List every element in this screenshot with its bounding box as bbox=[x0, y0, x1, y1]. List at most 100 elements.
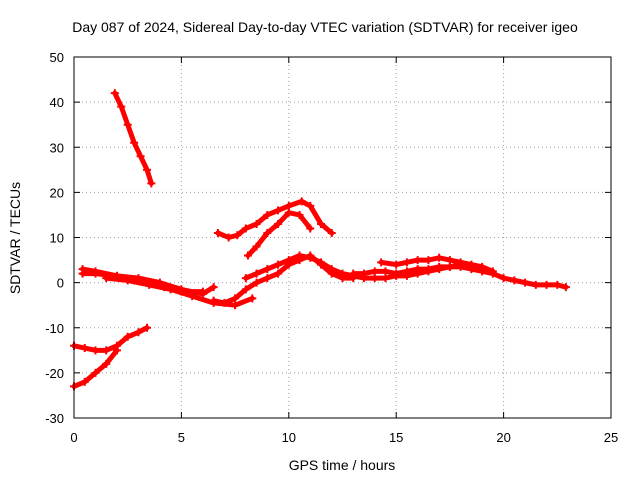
data-point bbox=[413, 256, 422, 265]
y-tick-label: 20 bbox=[50, 185, 64, 200]
series-arc-1 bbox=[110, 89, 156, 188]
data-point bbox=[252, 278, 261, 287]
y-tick-label: -30 bbox=[45, 411, 64, 426]
data-point bbox=[531, 280, 540, 289]
data-point bbox=[112, 346, 121, 355]
data-point bbox=[243, 251, 252, 260]
data-point bbox=[80, 377, 89, 386]
y-tick-label: 30 bbox=[50, 140, 64, 155]
data-point bbox=[456, 260, 465, 269]
data-point bbox=[78, 265, 87, 274]
data-point bbox=[110, 89, 119, 98]
data-point bbox=[91, 368, 100, 377]
data-point bbox=[370, 274, 379, 283]
data-point bbox=[136, 152, 145, 161]
data-point bbox=[80, 344, 89, 353]
y-tick-label: -20 bbox=[45, 366, 64, 381]
data-point bbox=[117, 102, 126, 111]
data-point bbox=[220, 298, 229, 307]
data-point bbox=[377, 258, 386, 267]
y-tick-label: -10 bbox=[45, 321, 64, 336]
data-point bbox=[349, 269, 358, 278]
data-point bbox=[274, 269, 283, 278]
data-point bbox=[327, 269, 336, 278]
chart-title: Day 087 of 2024, Sidereal Day-to-day VTE… bbox=[72, 19, 578, 35]
data-point bbox=[435, 253, 444, 262]
data-point bbox=[233, 231, 242, 240]
x-tick-label: 0 bbox=[70, 430, 77, 445]
data-point bbox=[102, 346, 111, 355]
series-arc-7 bbox=[213, 197, 336, 242]
data-point bbox=[147, 179, 156, 188]
data-point bbox=[510, 276, 519, 285]
x-axis-title: GPS time / hours bbox=[289, 457, 396, 473]
data-point bbox=[499, 274, 508, 283]
data-point bbox=[402, 267, 411, 276]
data-point bbox=[91, 346, 100, 355]
data-point bbox=[542, 280, 551, 289]
series-arc-11 bbox=[209, 251, 358, 307]
data-point bbox=[445, 256, 454, 265]
data-point bbox=[381, 267, 390, 276]
data-point bbox=[297, 197, 306, 206]
y-tick-label: 50 bbox=[50, 50, 64, 65]
data-point bbox=[241, 285, 250, 294]
series-trace bbox=[211, 253, 356, 306]
axis-ticks: 0 5 10 15 20 25 -30 -20 -10 0 10 20 30 40 50 bbox=[45, 50, 618, 445]
data-point bbox=[134, 328, 143, 337]
data-point bbox=[295, 210, 304, 219]
data-point bbox=[188, 292, 197, 301]
data-point bbox=[445, 262, 454, 271]
data-point bbox=[231, 294, 240, 303]
data-point bbox=[284, 201, 293, 210]
series-arc-4 bbox=[102, 274, 257, 310]
data-point bbox=[145, 280, 154, 289]
series-trace bbox=[80, 266, 217, 297]
data-point bbox=[424, 265, 433, 274]
data-series bbox=[70, 89, 570, 391]
data-point bbox=[435, 262, 444, 271]
x-tick-label: 10 bbox=[282, 430, 296, 445]
data-point bbox=[263, 274, 272, 283]
data-point bbox=[488, 267, 497, 276]
grid-lines bbox=[74, 57, 611, 418]
data-point bbox=[123, 276, 132, 285]
data-point bbox=[392, 269, 401, 278]
data-point bbox=[521, 278, 530, 287]
data-point bbox=[274, 219, 283, 228]
y-tick-label: 10 bbox=[50, 231, 64, 246]
series-arc-8 bbox=[243, 208, 315, 260]
data-point bbox=[467, 262, 476, 271]
data-point bbox=[241, 224, 250, 233]
data-point bbox=[213, 228, 222, 237]
data-point bbox=[209, 296, 218, 305]
data-point bbox=[284, 260, 293, 269]
data-point bbox=[248, 294, 257, 303]
data-point bbox=[327, 228, 336, 237]
data-point bbox=[143, 165, 152, 174]
data-point bbox=[241, 274, 250, 283]
x-tick-label: 25 bbox=[604, 430, 618, 445]
data-point bbox=[198, 289, 207, 298]
data-point bbox=[224, 233, 233, 242]
data-point bbox=[274, 260, 283, 269]
data-point bbox=[263, 265, 272, 274]
data-point bbox=[306, 251, 315, 260]
data-point bbox=[209, 283, 218, 292]
data-point bbox=[263, 210, 272, 219]
data-point bbox=[338, 274, 347, 283]
data-point bbox=[295, 256, 304, 265]
series-arc-6 bbox=[70, 346, 121, 391]
data-point bbox=[91, 267, 100, 276]
data-point bbox=[402, 258, 411, 267]
data-point bbox=[231, 301, 240, 310]
data-point bbox=[381, 274, 390, 283]
data-point bbox=[359, 269, 368, 278]
data-point bbox=[553, 280, 562, 289]
data-point bbox=[392, 260, 401, 269]
x-tick-label: 20 bbox=[496, 430, 510, 445]
data-point bbox=[561, 283, 570, 292]
data-point bbox=[306, 201, 315, 210]
data-point bbox=[317, 260, 326, 269]
